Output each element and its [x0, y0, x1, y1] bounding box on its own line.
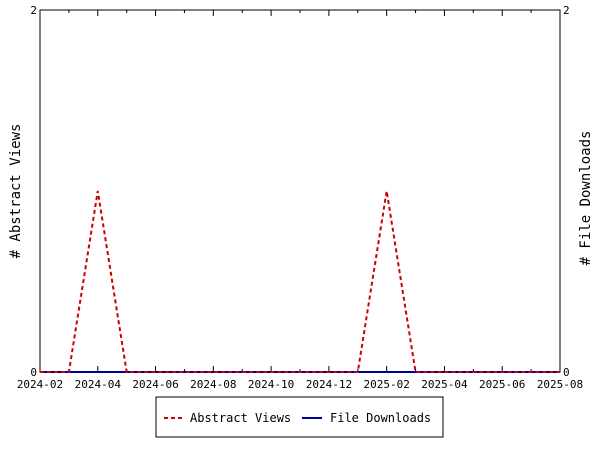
- y-tick-label-right: 2: [563, 4, 570, 17]
- legend-label-file-downloads: File Downloads: [330, 411, 431, 425]
- plot-area: [39, 9, 561, 373]
- x-tick-label: 2024-08: [190, 378, 236, 391]
- x-tick-label: 2024-04: [75, 378, 122, 391]
- legend-label-abstract-views: Abstract Views: [190, 411, 291, 425]
- x-tick-label: 2024-10: [248, 378, 294, 391]
- x-tick-label: 2025-06: [479, 378, 525, 391]
- x-tick-label: 2025-08: [537, 378, 583, 391]
- series-layer: [40, 190, 560, 373]
- y-tick-label-left: 0: [30, 366, 37, 379]
- legend-box: [155, 396, 444, 438]
- x-tick-label: 2024-06: [132, 378, 178, 391]
- x-tick-label: 2025-04: [421, 378, 468, 391]
- x-tick-label: 2024-02: [17, 378, 63, 391]
- series-line-abstract-views: [40, 190, 560, 373]
- x-tick-label: 2025-02: [363, 378, 409, 391]
- y-axis-left-title: # Abstract Views: [8, 124, 24, 259]
- y-axis-right-title: # File Downloads: [578, 131, 594, 266]
- y-tick-label-right: 0: [563, 366, 570, 379]
- legend: Abstract Views File Downloads: [155, 396, 444, 438]
- x-tick-label: 2024-12: [306, 378, 352, 391]
- y-tick-label-left: 2: [30, 4, 37, 17]
